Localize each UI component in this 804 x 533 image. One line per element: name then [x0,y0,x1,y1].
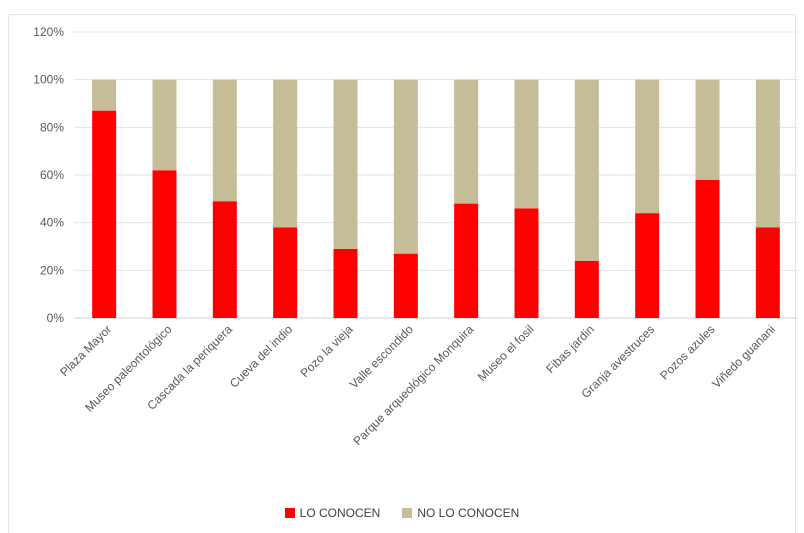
y-tick-label: 100% [33,73,64,87]
y-tick-label: 60% [40,168,64,182]
bar-no-lo-conocen [393,79,418,254]
bar-lo-conocen [92,110,117,319]
bar-lo-conocen [695,179,720,318]
bar-no-lo-conocen [755,79,780,228]
x-tick-label: Pozo la vieja [298,322,356,380]
bar-no-lo-conocen [574,79,599,261]
bar-lo-conocen [635,213,660,318]
bar-no-lo-conocen [695,79,720,180]
x-tick-label: Valle escondido [347,322,416,391]
bar-no-lo-conocen [92,79,117,111]
bar-lo-conocen [393,253,418,318]
y-tick-label: 80% [40,120,64,134]
bar-no-lo-conocen [333,79,358,249]
x-tick-label: Cueva del indio [227,322,296,391]
bar-lo-conocen [755,227,780,318]
legend-label-lo-conocen: LO CONOCEN [299,506,381,520]
bar-lo-conocen [273,227,298,318]
bar-no-lo-conocen [273,79,298,228]
y-tick-label: 20% [40,263,64,277]
bar-no-lo-conocen [212,79,237,202]
x-tick-label: Fibas jardin [543,322,597,376]
bar-no-lo-conocen [454,79,479,204]
bar-lo-conocen [212,201,237,318]
bar-lo-conocen [454,203,479,318]
y-tick-label: 40% [40,216,64,230]
legend-label-no-lo-conocen: NO LO CONOCEN [417,506,520,520]
bar-lo-conocen [333,248,358,318]
x-tick-label: Pozos azules [657,322,717,382]
bar-no-lo-conocen [635,79,660,214]
bar-no-lo-conocen [152,79,177,171]
bar-lo-conocen [574,260,599,318]
legend: LO CONOCEN NO LO CONOCEN [0,506,804,520]
bar-lo-conocen [514,208,539,318]
x-tick-label: Parque arqueológico Monquira [350,322,476,448]
y-tick-label: 120% [33,25,64,39]
legend-item-lo-conocen: LO CONOCEN [284,506,381,520]
legend-item-no-lo-conocen: NO LO CONOCEN [402,506,519,520]
x-tick-label: Viñedo guanani [709,322,778,391]
x-tick-label: Plaza Mayor [57,322,114,379]
y-tick-label: 0% [47,311,65,325]
x-tick-label: Museo el fosil [475,322,537,384]
legend-swatch-no-lo-conocen [402,508,413,518]
legend-swatch-lo-conocen [284,508,295,518]
bar-lo-conocen [152,170,177,318]
bar-no-lo-conocen [514,79,539,209]
